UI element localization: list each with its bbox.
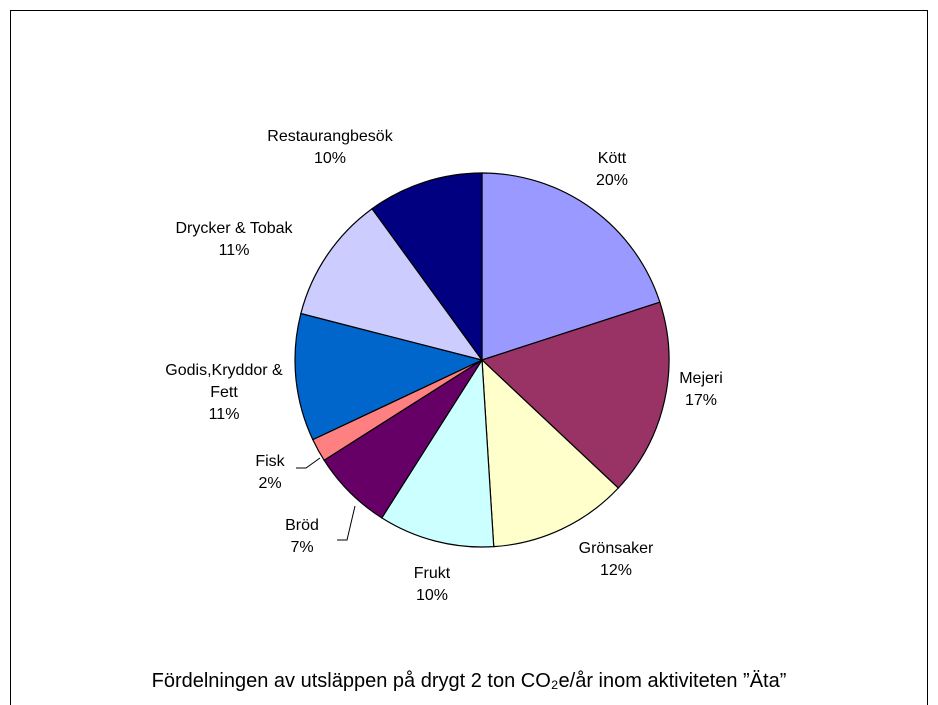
category-label: Grönsaker [578, 540, 654, 557]
category-label: Godis,Kryddor & Fett [165, 362, 283, 401]
value-label: 7% [290, 539, 314, 556]
category-label: Frukt [413, 565, 451, 582]
pie-slice [300, 207, 484, 361]
slice-label: Fisk 2% [200, 451, 340, 495]
category-label: Kött [597, 150, 627, 167]
leader-line [337, 505, 356, 541]
slice-label: Kött 20% [542, 148, 682, 192]
pie-slice [481, 172, 661, 361]
slice-label: Frukt 10% [362, 563, 502, 607]
slice-label: Drycker & Tobak 11% [164, 218, 304, 262]
slice-label: Bröd 7% [232, 515, 372, 559]
pie-slice [481, 358, 620, 548]
category-label: Mejeri [679, 370, 723, 387]
value-label: 10% [415, 587, 449, 604]
slice-label: Grönsaker 12% [546, 538, 686, 582]
chart-title: Fördelningen av utsläppen på drygt 2 ton… [151, 670, 787, 692]
pie-slice [294, 312, 484, 441]
value-label: 2% [258, 475, 282, 492]
pie-slice [380, 358, 495, 548]
category-label: Fisk [255, 453, 285, 470]
value-label: 12% [599, 562, 633, 579]
value-label: 17% [684, 392, 718, 409]
leader-line [296, 457, 321, 469]
value-label: 10% [313, 150, 347, 167]
pie-slice [371, 172, 483, 362]
category-label: Drycker & Tobak [175, 220, 293, 237]
category-label: Restaurangbesök [267, 128, 393, 145]
pie-slice [480, 301, 670, 489]
value-label: 20% [595, 172, 629, 189]
slice-label: Restaurangbesök 10% [260, 126, 400, 170]
value-label: 11% [208, 406, 240, 423]
slice-label: Godis,Kryddor & Fett 11% [154, 360, 294, 426]
value-label: 11% [218, 242, 250, 259]
category-label: Bröd [285, 517, 319, 534]
slice-label: Mejeri 17% [631, 368, 771, 412]
